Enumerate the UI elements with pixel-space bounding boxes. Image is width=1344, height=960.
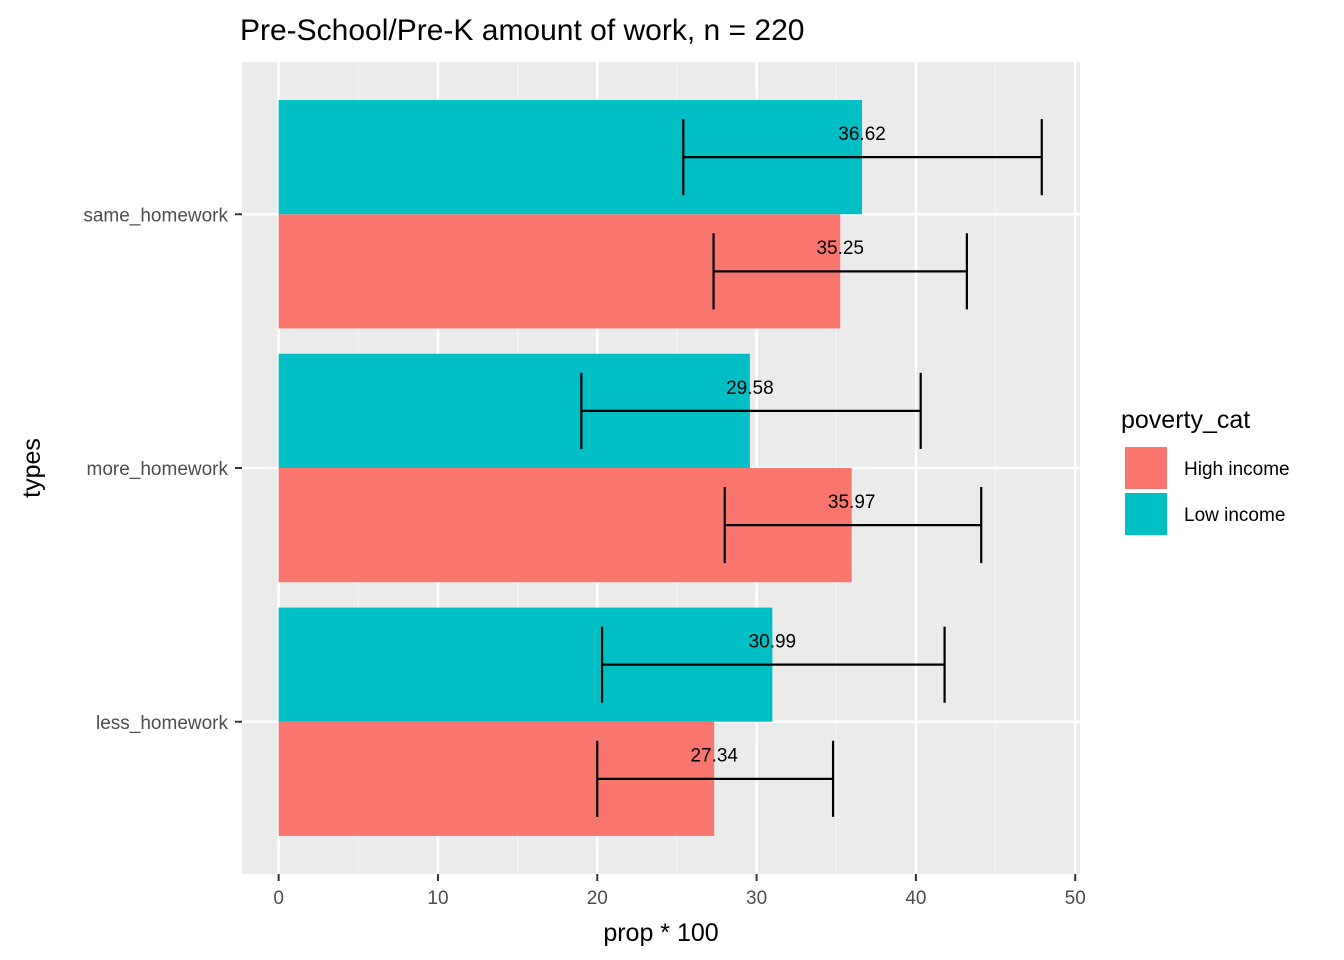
x-tick-label: 50 — [1065, 888, 1086, 909]
legend: poverty_cat High income Low income — [1121, 406, 1290, 537]
y-tick-label: same_homework — [83, 205, 228, 226]
error-bar — [580, 372, 922, 449]
x-tick-label: 10 — [427, 888, 448, 909]
error-bar — [596, 740, 835, 817]
data-label: 30.99 — [749, 632, 797, 653]
data-label: 35.97 — [828, 492, 876, 513]
bars — [278, 100, 863, 836]
x-tick-label: 30 — [746, 888, 767, 909]
legend-label: High income — [1184, 459, 1290, 480]
y-axis: less_homework more_homework same_homework — [83, 205, 242, 734]
data-label: 36.62 — [838, 124, 886, 145]
legend-label: Low income — [1184, 505, 1285, 526]
x-tick-label: 20 — [587, 888, 608, 909]
x-axis-title: prop * 100 — [603, 919, 718, 947]
data-label: 29.58 — [726, 378, 774, 399]
y-tick-label: less_homework — [96, 713, 228, 734]
data-label: 27.34 — [690, 746, 738, 767]
data-label: 35.25 — [816, 238, 864, 259]
error-bar — [723, 487, 983, 564]
error-bar — [712, 233, 968, 310]
data-labels: 27.34 35.97 35.25 30.99 29.58 36.62 — [690, 124, 885, 767]
legend-swatch — [1123, 491, 1169, 537]
chart-title: Pre-School/Pre-K amount of work, n = 220 — [240, 14, 804, 47]
x-axis: 0 10 20 30 40 50 — [273, 874, 1086, 909]
error-bars — [580, 119, 1043, 817]
error-bar — [682, 119, 1043, 196]
y-axis-title: types — [18, 438, 46, 498]
legend-swatch — [1123, 445, 1169, 491]
x-tick-label: 0 — [273, 888, 284, 909]
legend-title: poverty_cat — [1121, 406, 1250, 434]
error-bar — [600, 626, 946, 703]
y-tick-label: more_homework — [87, 459, 229, 480]
x-tick-label: 40 — [905, 888, 926, 909]
